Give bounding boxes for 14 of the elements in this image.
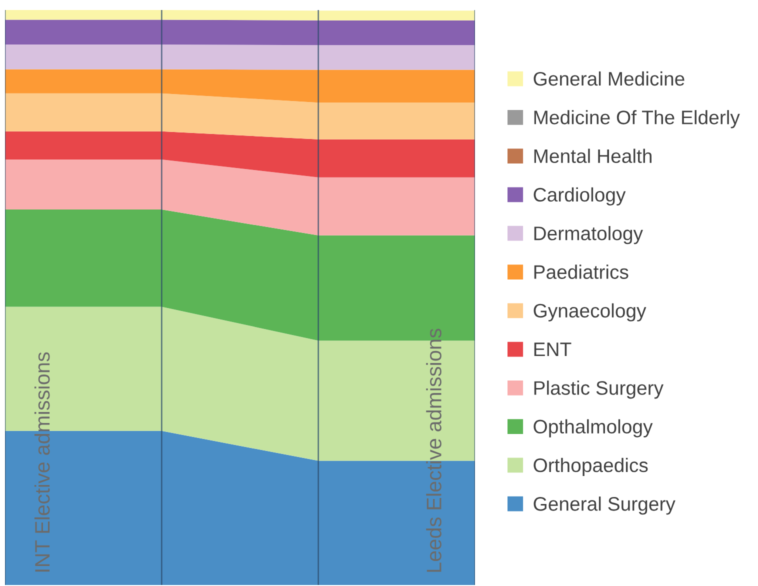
legend-label: Plastic Surgery <box>534 380 664 399</box>
legend-label: Mental Health <box>534 148 652 164</box>
annotation: INT Elective admissions <box>34 352 50 572</box>
legend-label: Opthalmology <box>534 419 653 438</box>
legend-label: Dermatology <box>534 226 643 244</box>
legend-label: ENT <box>534 342 572 356</box>
legend-label: Orthopaedics <box>534 458 648 476</box>
annotation: Leeds Elective admissions <box>426 328 442 572</box>
legend-label: Medicine Of The Elderly <box>534 110 740 128</box>
legend-label: Paediatrics <box>534 264 628 279</box>
legend-label: General Medicine <box>534 71 684 86</box>
legend-label: General Surgery <box>534 496 676 515</box>
legend-label: Gynaecology <box>534 303 646 322</box>
legend-label: Cardiology <box>534 187 626 206</box>
